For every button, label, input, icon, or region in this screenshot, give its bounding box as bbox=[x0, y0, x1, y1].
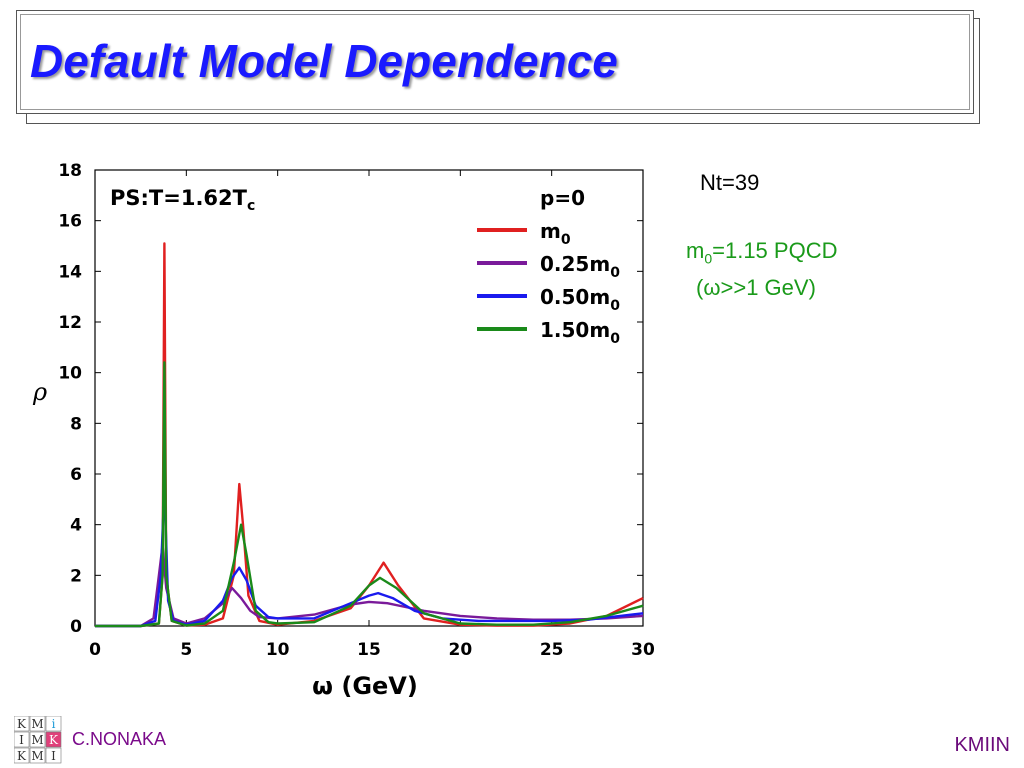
x-tick-label: 0 bbox=[89, 640, 101, 660]
logo-cell bbox=[14, 731, 30, 748]
y-tick-label: 0 bbox=[70, 617, 82, 637]
y-tick-label: 14 bbox=[58, 262, 82, 282]
axis-ticks: 0 5 10 15 20 25 30 0 2 4 6 8 10 12 14 16 18 bbox=[58, 161, 655, 660]
author-name: C.NONAKA bbox=[72, 729, 167, 749]
logo-cell bbox=[14, 747, 30, 764]
legend-label: 0.50m0 bbox=[540, 285, 620, 314]
logo-letter: K bbox=[17, 717, 27, 731]
y-tick-label: 10 bbox=[58, 364, 82, 384]
logo-letter: M bbox=[31, 749, 43, 763]
logo-cell bbox=[45, 716, 62, 732]
logo-letter: i bbox=[52, 717, 56, 731]
series-line-150m0 bbox=[95, 361, 644, 628]
logo-cell bbox=[29, 716, 46, 732]
x-tick-label: 5 bbox=[180, 640, 192, 660]
logo-letter: K bbox=[17, 749, 27, 763]
logo-cell bbox=[29, 747, 46, 764]
logo-letter: I bbox=[19, 733, 24, 747]
y-tick-label: 12 bbox=[58, 313, 82, 333]
chart-title: PS:T=1.62Tc bbox=[110, 186, 255, 214]
note-line-2: (ω>>1 GeV) bbox=[696, 275, 816, 301]
y-tick-label: 8 bbox=[70, 414, 82, 434]
data-curves bbox=[95, 242, 644, 628]
default-model-note: m0=1.15 PQCD (ω>>1 GeV) bbox=[686, 236, 837, 303]
logo-letter: M bbox=[31, 717, 43, 731]
legend-label: 1.50m0 bbox=[540, 318, 620, 347]
x-tick-label: 30 bbox=[631, 640, 655, 660]
y-tick-label: 16 bbox=[58, 212, 82, 232]
logo-letter: K bbox=[49, 733, 59, 747]
legend-label: 0.25m0 bbox=[540, 252, 620, 281]
logo-cell bbox=[29, 731, 46, 748]
chart-legend: m0 0.25m0 0.50m0 1.50m0 bbox=[477, 219, 620, 347]
x-tick-label: 25 bbox=[540, 640, 564, 660]
y-tick-label: 4 bbox=[70, 516, 82, 536]
y-tick-label: 2 bbox=[70, 566, 82, 586]
slide-title: Default Model Dependence bbox=[30, 35, 618, 87]
title-frame bbox=[16, 10, 974, 114]
x-axis-label: ω (GeV) bbox=[312, 672, 418, 700]
note-line-1: m0=1.15 PQCD bbox=[686, 238, 838, 267]
logo-letter: M bbox=[31, 733, 43, 747]
x-tick-label: 20 bbox=[448, 640, 472, 660]
x-tick-label: 10 bbox=[266, 640, 290, 660]
nt-label: Nt=39 bbox=[700, 170, 760, 195]
y-tick-label: 18 bbox=[58, 161, 82, 181]
logo-cell bbox=[45, 747, 62, 764]
legend-title: p=0 bbox=[540, 186, 585, 210]
legend-label: m0 bbox=[540, 219, 571, 248]
x-tick-label: 15 bbox=[357, 640, 381, 660]
series-line-050m0 bbox=[95, 485, 644, 628]
logo-cell bbox=[14, 716, 30, 732]
institute-name: KMIIN bbox=[954, 734, 1010, 756]
y-axis-label: ρ bbox=[32, 378, 47, 406]
logo-letter: I bbox=[51, 749, 56, 763]
logo-cell bbox=[45, 731, 62, 748]
y-tick-label: 6 bbox=[70, 465, 82, 485]
